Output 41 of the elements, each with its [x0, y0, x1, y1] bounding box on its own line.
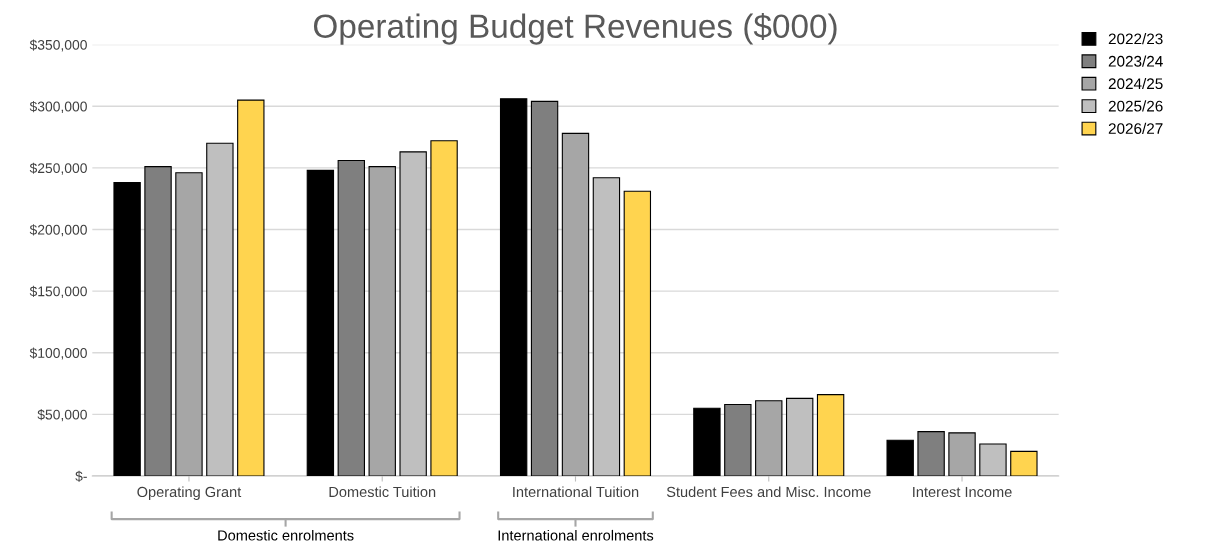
bar [306, 169, 335, 476]
text: International enrolments [498, 529, 654, 541]
bar [237, 99, 265, 476]
bar [175, 172, 203, 476]
legend-label: 2026/27 [1108, 122, 1163, 134]
bar [755, 400, 783, 476]
x-tick-label: Domestic Tuition [329, 486, 436, 498]
bar [499, 98, 528, 476]
text: Domestic enrolments [218, 529, 354, 541]
y-tick-label: $200,000 [29, 224, 87, 237]
bar [1010, 450, 1038, 476]
y-tick-label: $100,000 [29, 347, 87, 360]
x-tick-label: International Tuition [513, 486, 639, 498]
y-tick-label: $- [75, 470, 87, 482]
x-tick-label: Operating Grant [137, 486, 242, 500]
legend-label: 2024/25 [1108, 77, 1163, 90]
bar [430, 140, 458, 476]
y-tick-label: $250,000 [29, 162, 87, 175]
chart-title: Operating Budget Revenues ($000) [313, 13, 837, 45]
bar [724, 403, 752, 476]
y-tick-label: $150,000 [29, 285, 87, 298]
bar [113, 182, 141, 476]
legend-label: 2025/26 [1108, 100, 1163, 112]
bar [530, 100, 559, 476]
bar [561, 132, 590, 476]
bar [337, 159, 365, 476]
y-tick-label: $300,000 [29, 101, 87, 114]
bar [144, 166, 172, 476]
bar [816, 394, 845, 476]
y-tick-label: $350,000 [29, 39, 87, 52]
x-tick-label: Interest Income [913, 486, 1012, 498]
x-tick-label: Student Fees and Misc. Income [666, 486, 871, 498]
legend-label: 2023/24 [1108, 55, 1163, 67]
bar [623, 190, 652, 476]
bar [917, 431, 945, 476]
bar [948, 432, 976, 476]
legend-label: 2022/23 [1108, 33, 1163, 45]
bar [693, 407, 721, 476]
y-tick-label: $50,000 [37, 409, 87, 422]
bar [886, 439, 914, 476]
bar [368, 166, 396, 476]
